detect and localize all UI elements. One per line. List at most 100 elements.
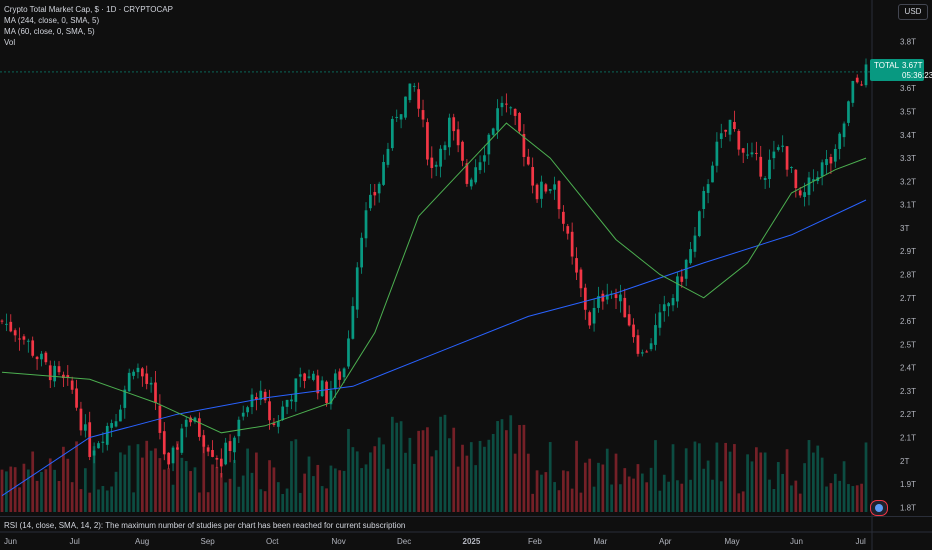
- us-flag-icon[interactable]: [870, 500, 888, 516]
- volume-bar: [728, 451, 732, 512]
- volume-bar: [114, 471, 118, 512]
- volume-bar: [838, 480, 842, 512]
- candle-body: [697, 211, 701, 237]
- volume-bar: [667, 481, 670, 512]
- volume-bar: [557, 490, 561, 512]
- indicator-ma-244[interactable]: MA (244, close, 0, SMA, 5): [4, 16, 100, 25]
- candle-body: [715, 141, 719, 166]
- candle-body: [575, 258, 578, 273]
- volume-bar: [803, 463, 806, 512]
- candle-body: [364, 210, 368, 239]
- candle-body: [48, 365, 52, 381]
- candle-body: [588, 312, 592, 326]
- y-tick-label: 3.8T: [900, 38, 916, 47]
- candle-body: [562, 211, 565, 224]
- candle-body: [412, 85, 416, 87]
- volume-bar: [864, 442, 868, 512]
- candle-body: [123, 389, 127, 408]
- candle-body: [746, 154, 749, 156]
- candle-body: [487, 134, 491, 155]
- volume-bar: [395, 422, 399, 512]
- candle-body: [88, 422, 92, 457]
- volume-bar: [224, 482, 228, 512]
- candle-body: [522, 134, 526, 158]
- volume-bar: [733, 444, 736, 512]
- candle-body: [864, 64, 868, 86]
- candle-body: [5, 323, 8, 325]
- candle-body: [469, 179, 473, 187]
- y-tick-label: 3T: [900, 224, 909, 233]
- candle-body: [531, 167, 535, 186]
- candle-body: [548, 189, 552, 191]
- candle-body: [592, 307, 596, 324]
- candle-body: [312, 373, 315, 380]
- indicator-ma-60[interactable]: MA (60, close, 0, SMA, 5): [4, 27, 95, 36]
- volume-bar: [79, 489, 83, 512]
- volume-bar: [790, 485, 793, 512]
- volume-bar: [702, 468, 706, 512]
- candle-body: [224, 442, 228, 465]
- candle-body: [825, 159, 828, 166]
- volume-bar: [246, 448, 249, 512]
- candle-body: [820, 162, 824, 177]
- candle-body: [40, 353, 43, 360]
- volume-bar: [829, 483, 833, 512]
- volume-bar: [741, 491, 745, 512]
- candle-body: [632, 324, 635, 338]
- volume-bar: [535, 470, 539, 512]
- candle-body: [513, 108, 517, 116]
- candle-body: [316, 375, 320, 394]
- x-tick-label: 2025: [463, 537, 481, 546]
- volume-bar: [684, 448, 688, 512]
- candle-body: [794, 169, 798, 189]
- volume-bar: [847, 484, 850, 512]
- candle-body: [430, 157, 434, 168]
- candle-body: [535, 184, 539, 200]
- candle-body: [75, 388, 78, 408]
- x-tick-label: Jul: [70, 537, 80, 546]
- volume-bar: [825, 486, 828, 512]
- volume-bar: [601, 464, 605, 512]
- volume-bar: [776, 462, 780, 512]
- volume-bar: [13, 467, 17, 512]
- candle-body: [474, 167, 478, 183]
- volume-bar: [474, 465, 478, 512]
- volume-bar: [719, 481, 723, 512]
- candle-body: [44, 352, 48, 363]
- candle-body: [184, 419, 188, 427]
- volume-bar: [570, 488, 574, 512]
- candle-body: [785, 146, 789, 170]
- candle-body: [298, 374, 302, 377]
- volume-bar: [338, 470, 342, 512]
- candle-body: [408, 83, 412, 101]
- indicator-volume[interactable]: Vol: [4, 38, 16, 47]
- candle-body: [246, 407, 249, 413]
- candle-body: [149, 382, 153, 385]
- volume-bar: [430, 456, 434, 512]
- pane-divider[interactable]: [0, 516, 932, 517]
- volume-bar: [763, 452, 767, 512]
- volume-bar: [342, 470, 346, 512]
- volume-bar: [145, 440, 149, 512]
- candle-body: [127, 372, 131, 392]
- candle-body: [557, 181, 561, 210]
- candle-body: [439, 148, 442, 167]
- candle-body: [9, 321, 13, 332]
- candle-body: [711, 165, 714, 183]
- y-tick-label: 2.4T: [900, 364, 916, 373]
- candle-body: [728, 119, 732, 135]
- currency-button[interactable]: USD: [898, 4, 928, 20]
- volume-bar: [562, 470, 565, 512]
- x-tick-label: Nov: [332, 537, 346, 546]
- candle-body: [443, 145, 447, 151]
- x-tick-label: May: [725, 537, 740, 546]
- volume-bar: [812, 452, 815, 512]
- x-tick-label: Apr: [659, 537, 672, 546]
- y-tick-label: 3.2T: [900, 177, 916, 186]
- candle-body: [31, 340, 35, 356]
- candle-body: [693, 235, 697, 252]
- volume-bar: [75, 441, 78, 512]
- candle-body: [13, 330, 17, 336]
- candle-body: [597, 296, 600, 308]
